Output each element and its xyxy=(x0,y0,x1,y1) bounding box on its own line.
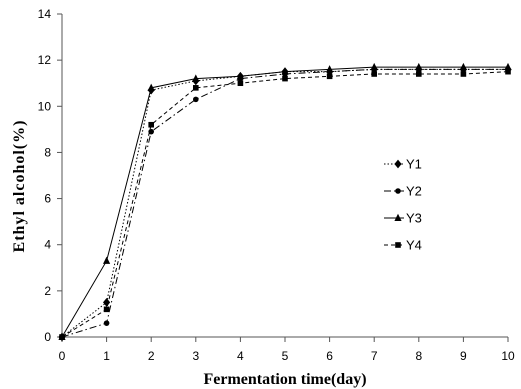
data-point-y3 xyxy=(415,62,423,71)
y-axis-title: Ethyl alcohol(%) xyxy=(11,120,28,253)
legend-label-y2: Y2 xyxy=(406,184,422,199)
data-point-y4 xyxy=(416,71,422,77)
data-point-y1 xyxy=(103,297,111,307)
data-point-y3 xyxy=(147,83,155,91)
data-point-y3 xyxy=(103,256,111,264)
series-y1 xyxy=(58,64,512,342)
legend-label-y4: Y4 xyxy=(406,238,422,253)
x-axis-title: Fermentation time(day) xyxy=(203,371,366,388)
series-y3 xyxy=(58,62,512,340)
legend: Y1 Y2 Y3 Y4 xyxy=(384,157,422,253)
data-point-y2 xyxy=(103,320,110,326)
data-point-y4 xyxy=(103,306,110,313)
legend-label-y1: Y1 xyxy=(406,157,422,172)
series-line-y3 xyxy=(61,66,508,338)
x-tick-label: 1 xyxy=(103,349,110,363)
series-line-y1 xyxy=(61,68,508,338)
x-tick-label: 8 xyxy=(415,349,422,363)
x-tick-label: 3 xyxy=(192,349,199,363)
data-point-y4 xyxy=(237,80,244,87)
y-tick-labels: 0 2 4 6 8 10 12 14 xyxy=(38,7,52,344)
data-point-y4 xyxy=(505,68,511,75)
x-tick-label: 4 xyxy=(237,349,244,363)
data-point-y4 xyxy=(148,121,154,128)
data-point-y3 xyxy=(326,65,334,73)
data-point-y2 xyxy=(148,128,154,135)
data-point-y4 xyxy=(460,71,467,77)
y-tick-label: 0 xyxy=(44,330,51,344)
data-point-y2 xyxy=(193,96,199,103)
axes xyxy=(57,13,509,342)
x-tick-label: 9 xyxy=(460,349,467,363)
series-group xyxy=(58,62,512,342)
y-tick-label: 2 xyxy=(44,284,51,298)
data-point-y3 xyxy=(236,72,244,80)
series-line-y4 xyxy=(61,71,509,338)
x-tick-labels: 0 1 2 3 4 5 6 7 8 9 10 xyxy=(59,349,515,363)
data-point-y3 xyxy=(370,62,378,71)
x-tick-label: 0 xyxy=(59,349,66,363)
x-tick-label: 6 xyxy=(326,349,333,363)
data-point-y3 xyxy=(281,67,289,75)
y-tick-label: 12 xyxy=(38,53,52,67)
legend-marker-y3 xyxy=(394,213,402,221)
data-point-y4 xyxy=(326,73,333,80)
legend-label-y3: Y3 xyxy=(406,211,422,226)
legend-marker-y1 xyxy=(394,159,402,169)
data-point-y3 xyxy=(459,62,467,71)
y-tick-label: 6 xyxy=(44,192,51,206)
x-tick-label: 10 xyxy=(501,349,515,363)
y-tick-label: 10 xyxy=(38,99,52,113)
y-tick-label: 14 xyxy=(38,7,52,21)
x-tick-label: 7 xyxy=(371,349,378,363)
legend-marker-y4 xyxy=(395,242,401,248)
data-point-y4 xyxy=(193,85,199,91)
data-point-y4 xyxy=(371,71,377,77)
x-tick-label: 5 xyxy=(282,349,289,363)
legend-marker-y2 xyxy=(395,188,401,194)
data-point-y4 xyxy=(59,334,65,340)
data-point-y4 xyxy=(282,75,288,82)
series-line-y2 xyxy=(61,68,508,338)
data-point-y3 xyxy=(192,74,200,82)
x-tick-label: 2 xyxy=(148,349,155,363)
series-y4 xyxy=(59,68,511,340)
y-tick-label: 8 xyxy=(44,145,51,159)
y-tick-label: 4 xyxy=(44,238,51,252)
data-point-y3 xyxy=(504,62,512,71)
